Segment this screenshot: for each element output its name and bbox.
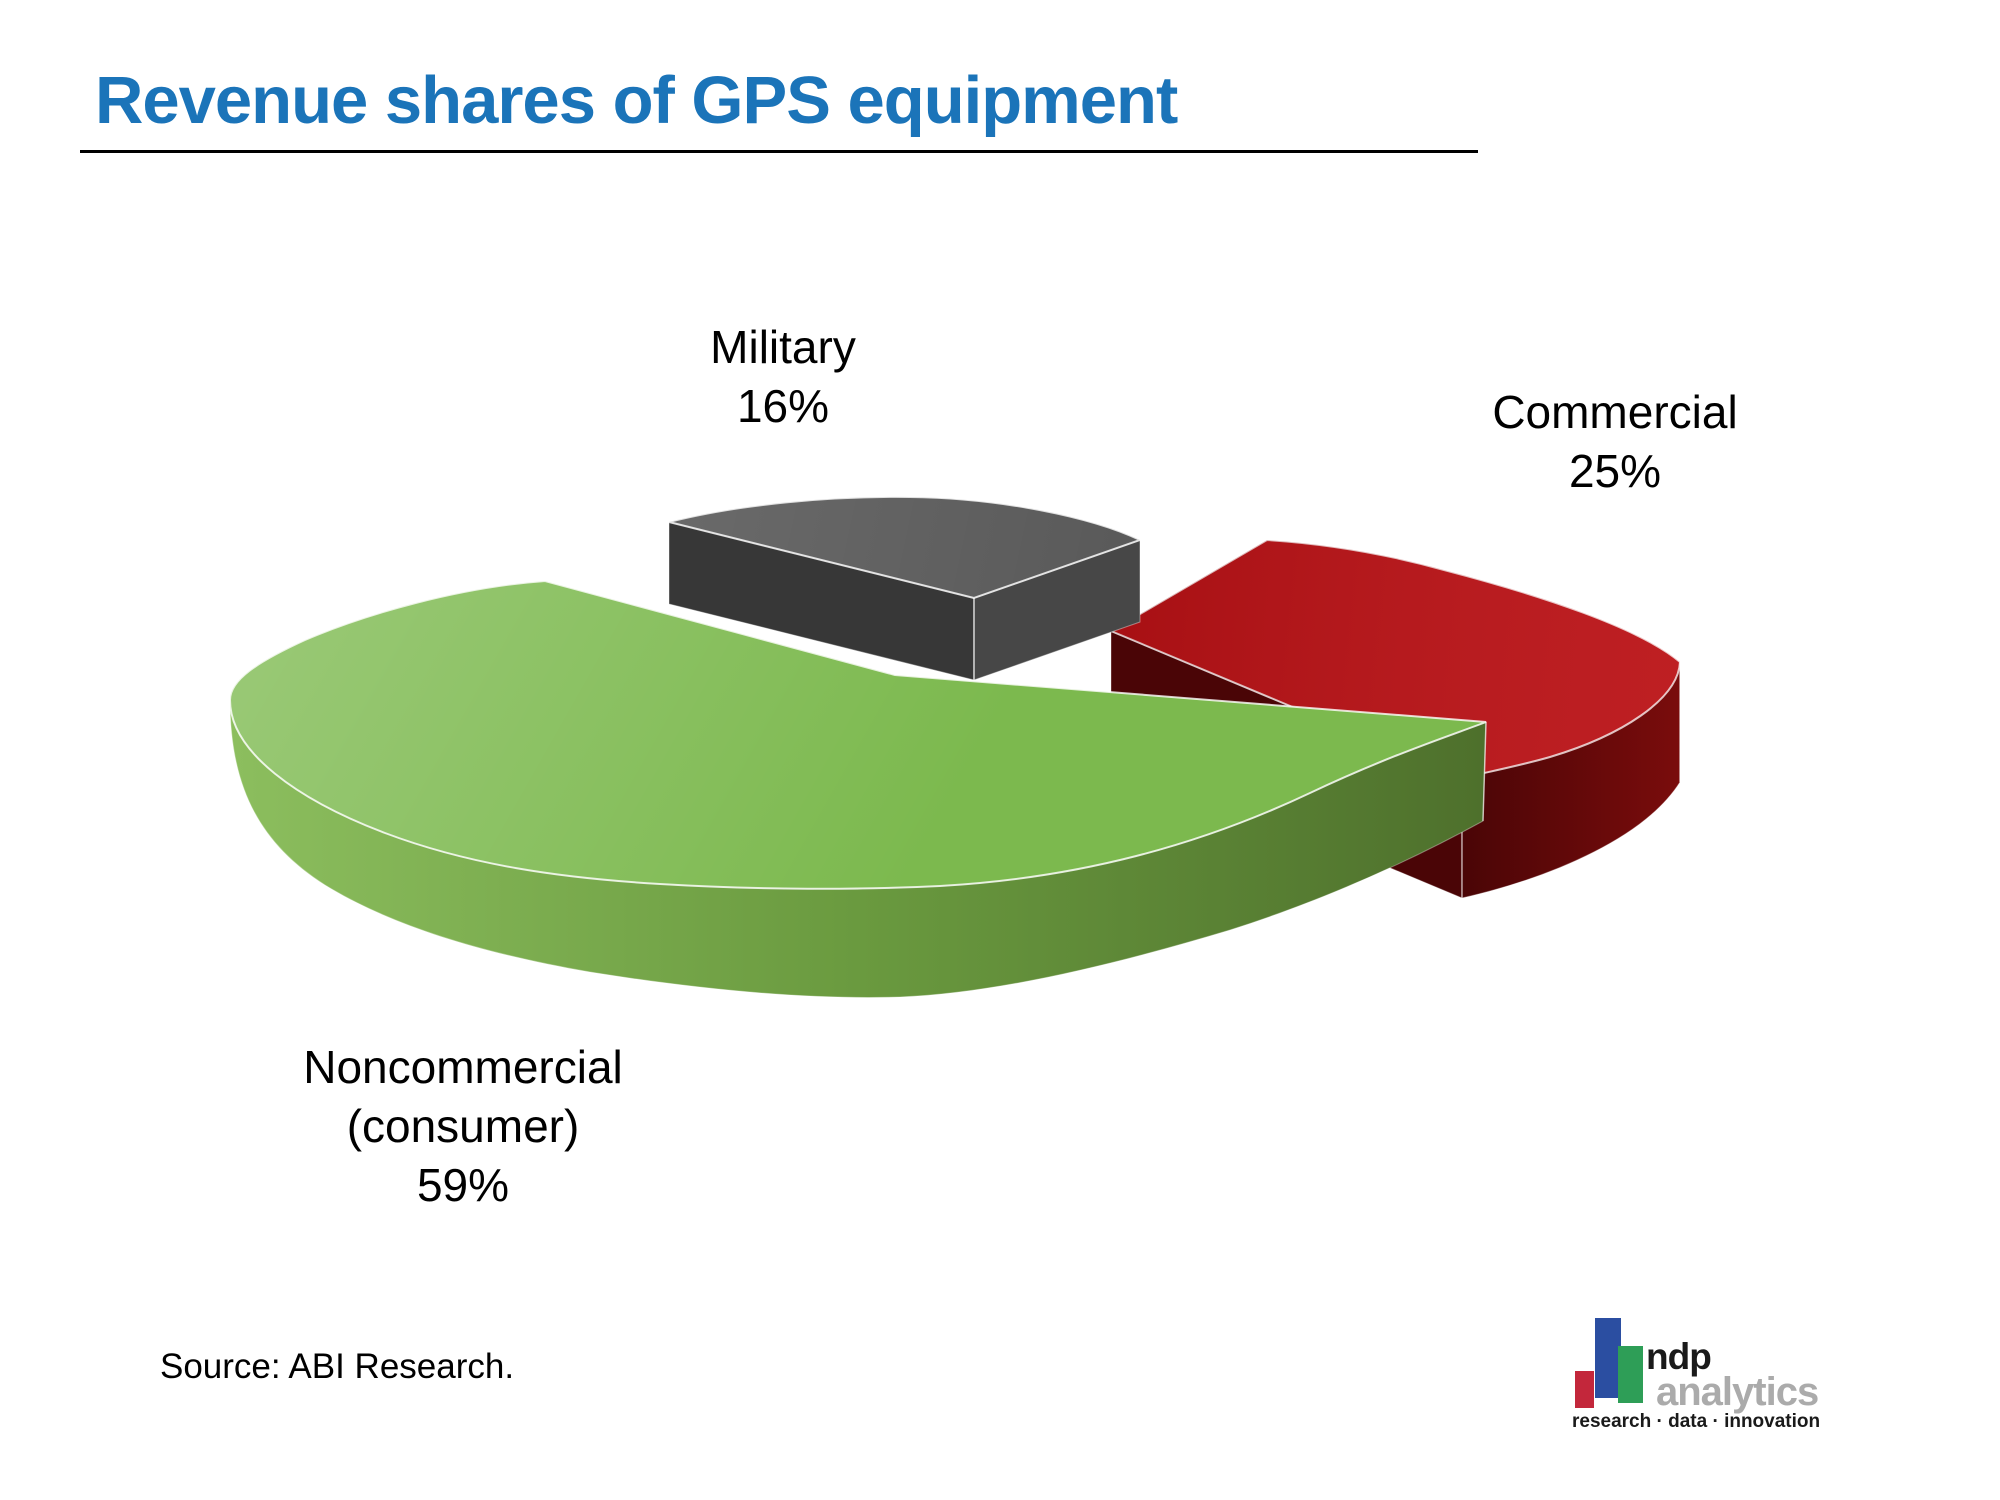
label-commercial-name: Commercial	[1492, 386, 1738, 438]
slice-noncommercial-tip-edge	[1482, 721, 1487, 822]
logo-word-ndp: ndp	[1646, 1336, 1712, 1377]
title-underline	[80, 150, 1478, 153]
logo-tagline: research · data · innovation	[1572, 1411, 1821, 1432]
label-noncommercial: Noncommercial (consumer) 59%	[263, 1038, 663, 1215]
logo-bar-red-icon	[1575, 1371, 1594, 1408]
slice-military	[668, 495, 1143, 681]
slice-military-top-sheen	[669, 496, 1140, 598]
page-title: Revenue shares of GPS equipment	[95, 63, 1178, 138]
source-note: Source: ABI Research.	[160, 1347, 515, 1386]
logo-word-analytics: analytics	[1656, 1370, 1819, 1414]
label-military-value: 16%	[736, 379, 830, 432]
slice-noncommercial	[228, 579, 1487, 998]
slice-commercial-top-sheen	[1111, 540, 1680, 778]
label-commercial: Commercial 25%	[1460, 383, 1770, 501]
logo-bar-green-icon	[1618, 1346, 1643, 1403]
ndp-analytics-logo: ndp analytics research · data · innovati…	[1560, 1310, 1860, 1440]
slice-noncommercial-top-sheen	[230, 581, 1486, 889]
label-commercial-value: 25%	[1568, 444, 1662, 497]
label-noncommercial-name: Noncommercial	[303, 1041, 623, 1093]
logo-bar-blue-icon	[1595, 1318, 1621, 1398]
label-military: Military 16%	[633, 318, 933, 436]
label-noncommercial-value: 59%	[416, 1158, 510, 1211]
label-military-name: Military	[710, 321, 856, 373]
label-noncommercial-sub: (consumer)	[346, 1099, 580, 1152]
